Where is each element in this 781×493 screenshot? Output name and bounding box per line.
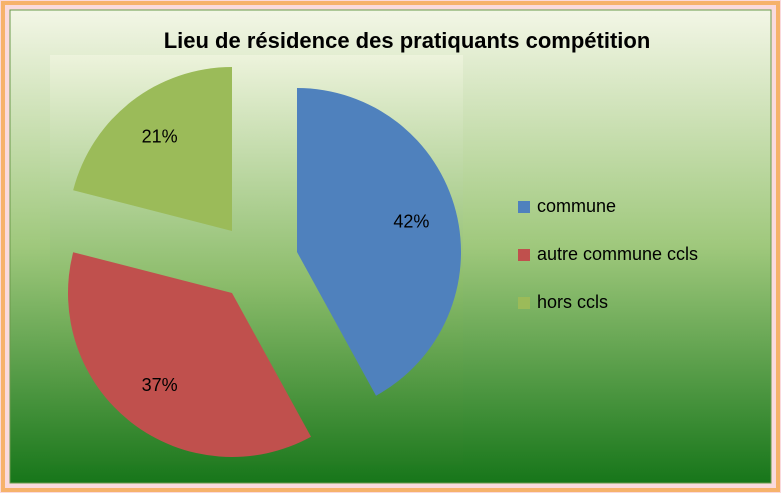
legend-label: autre commune ccls <box>537 244 698 264</box>
data-label: 37% <box>142 375 178 395</box>
pie-slice <box>297 88 461 396</box>
pie-slice <box>68 252 312 457</box>
chart-title: Lieu de résidence des pratiquants compét… <box>164 28 651 53</box>
data-label: 21% <box>142 126 178 146</box>
legend-label: hors ccls <box>537 292 608 312</box>
data-label: 42% <box>393 211 429 231</box>
legend-swatch <box>518 201 530 213</box>
pie-slice <box>73 67 232 231</box>
legend-swatch <box>518 297 530 309</box>
legend-label: commune <box>537 196 616 216</box>
legend-swatch <box>518 249 530 261</box>
